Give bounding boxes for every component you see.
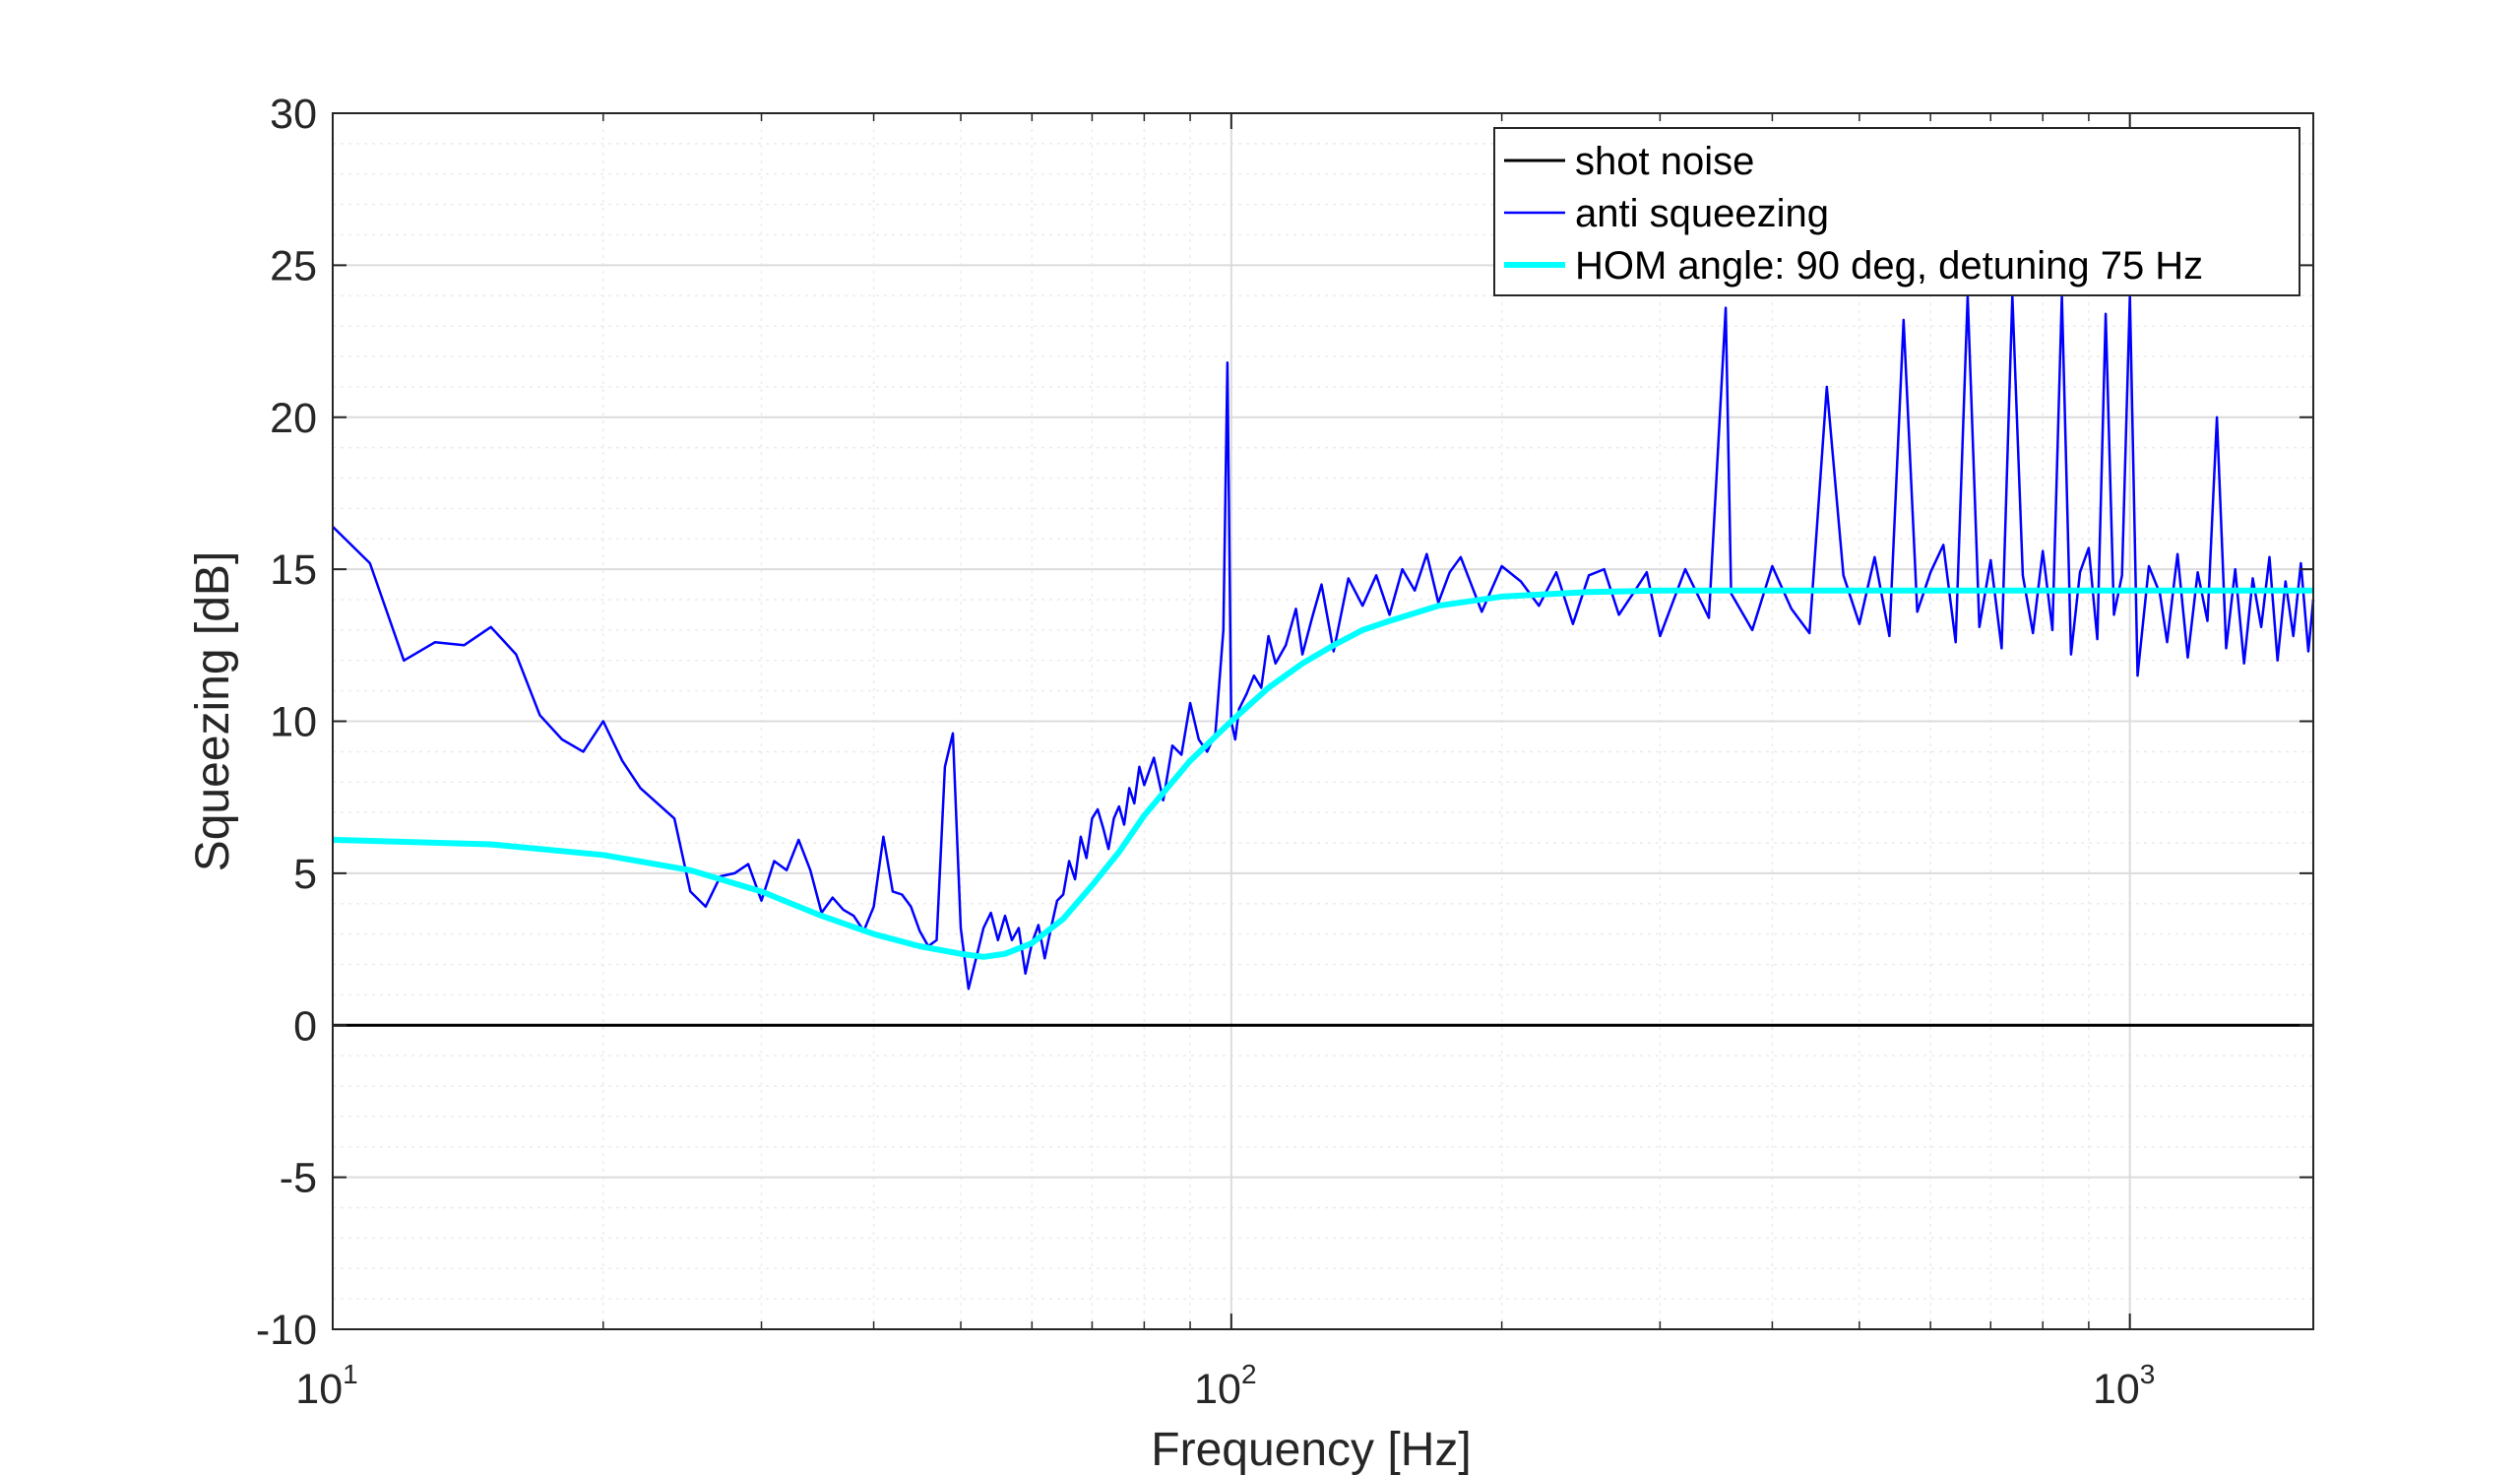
y-tick-label: 30: [270, 91, 317, 138]
y-tick-label: 10: [270, 699, 317, 746]
hom-model-line: [332, 587, 2313, 960]
legend-box: [1493, 127, 2300, 296]
y-tick-label: 25: [270, 242, 317, 289]
anti-squeezing-line: [332, 294, 2315, 991]
x-tick-label: 102: [1194, 1359, 1256, 1413]
y-tick-label: 15: [270, 546, 317, 594]
y-tick-label: 20: [270, 395, 317, 442]
x-tick-exponent: 3: [2140, 1359, 2156, 1389]
x-tick-exponent: 2: [1241, 1359, 1257, 1389]
y-tick-label: 5: [293, 851, 317, 898]
x-tick-exponent: 1: [343, 1359, 358, 1389]
y-axis-label: Squeezing [dB]: [187, 551, 239, 872]
x-tick-label: 103: [2093, 1359, 2155, 1413]
y-tick-label: 0: [293, 1002, 317, 1050]
x-axis-label: Frequency [Hz]: [1151, 1424, 1471, 1475]
y-tick-label: -5: [280, 1155, 317, 1202]
legend-entry: HOM angle: 90 deg, detuning 75 Hz: [1575, 244, 2203, 288]
x-tick-labels: 101 102 103: [295, 113, 2155, 1413]
x-tick-base: 10: [1194, 1366, 1241, 1413]
x-tick-label: 101: [295, 1359, 357, 1413]
y-tick-label: -10: [256, 1307, 317, 1354]
series-layer: [332, 294, 2315, 1027]
y-tick-labels: 30 25 20 15 10 5 0 -5 -10: [256, 91, 2313, 1354]
legend-entry: shot noise: [1575, 140, 1754, 183]
legend-entry: anti squeezing: [1575, 192, 1829, 235]
x-tick-base: 10: [2093, 1366, 2140, 1413]
x-tick-base: 10: [295, 1366, 343, 1413]
legend: shot noise anti squeezing HOM angle: 90 de…: [1493, 127, 2300, 296]
